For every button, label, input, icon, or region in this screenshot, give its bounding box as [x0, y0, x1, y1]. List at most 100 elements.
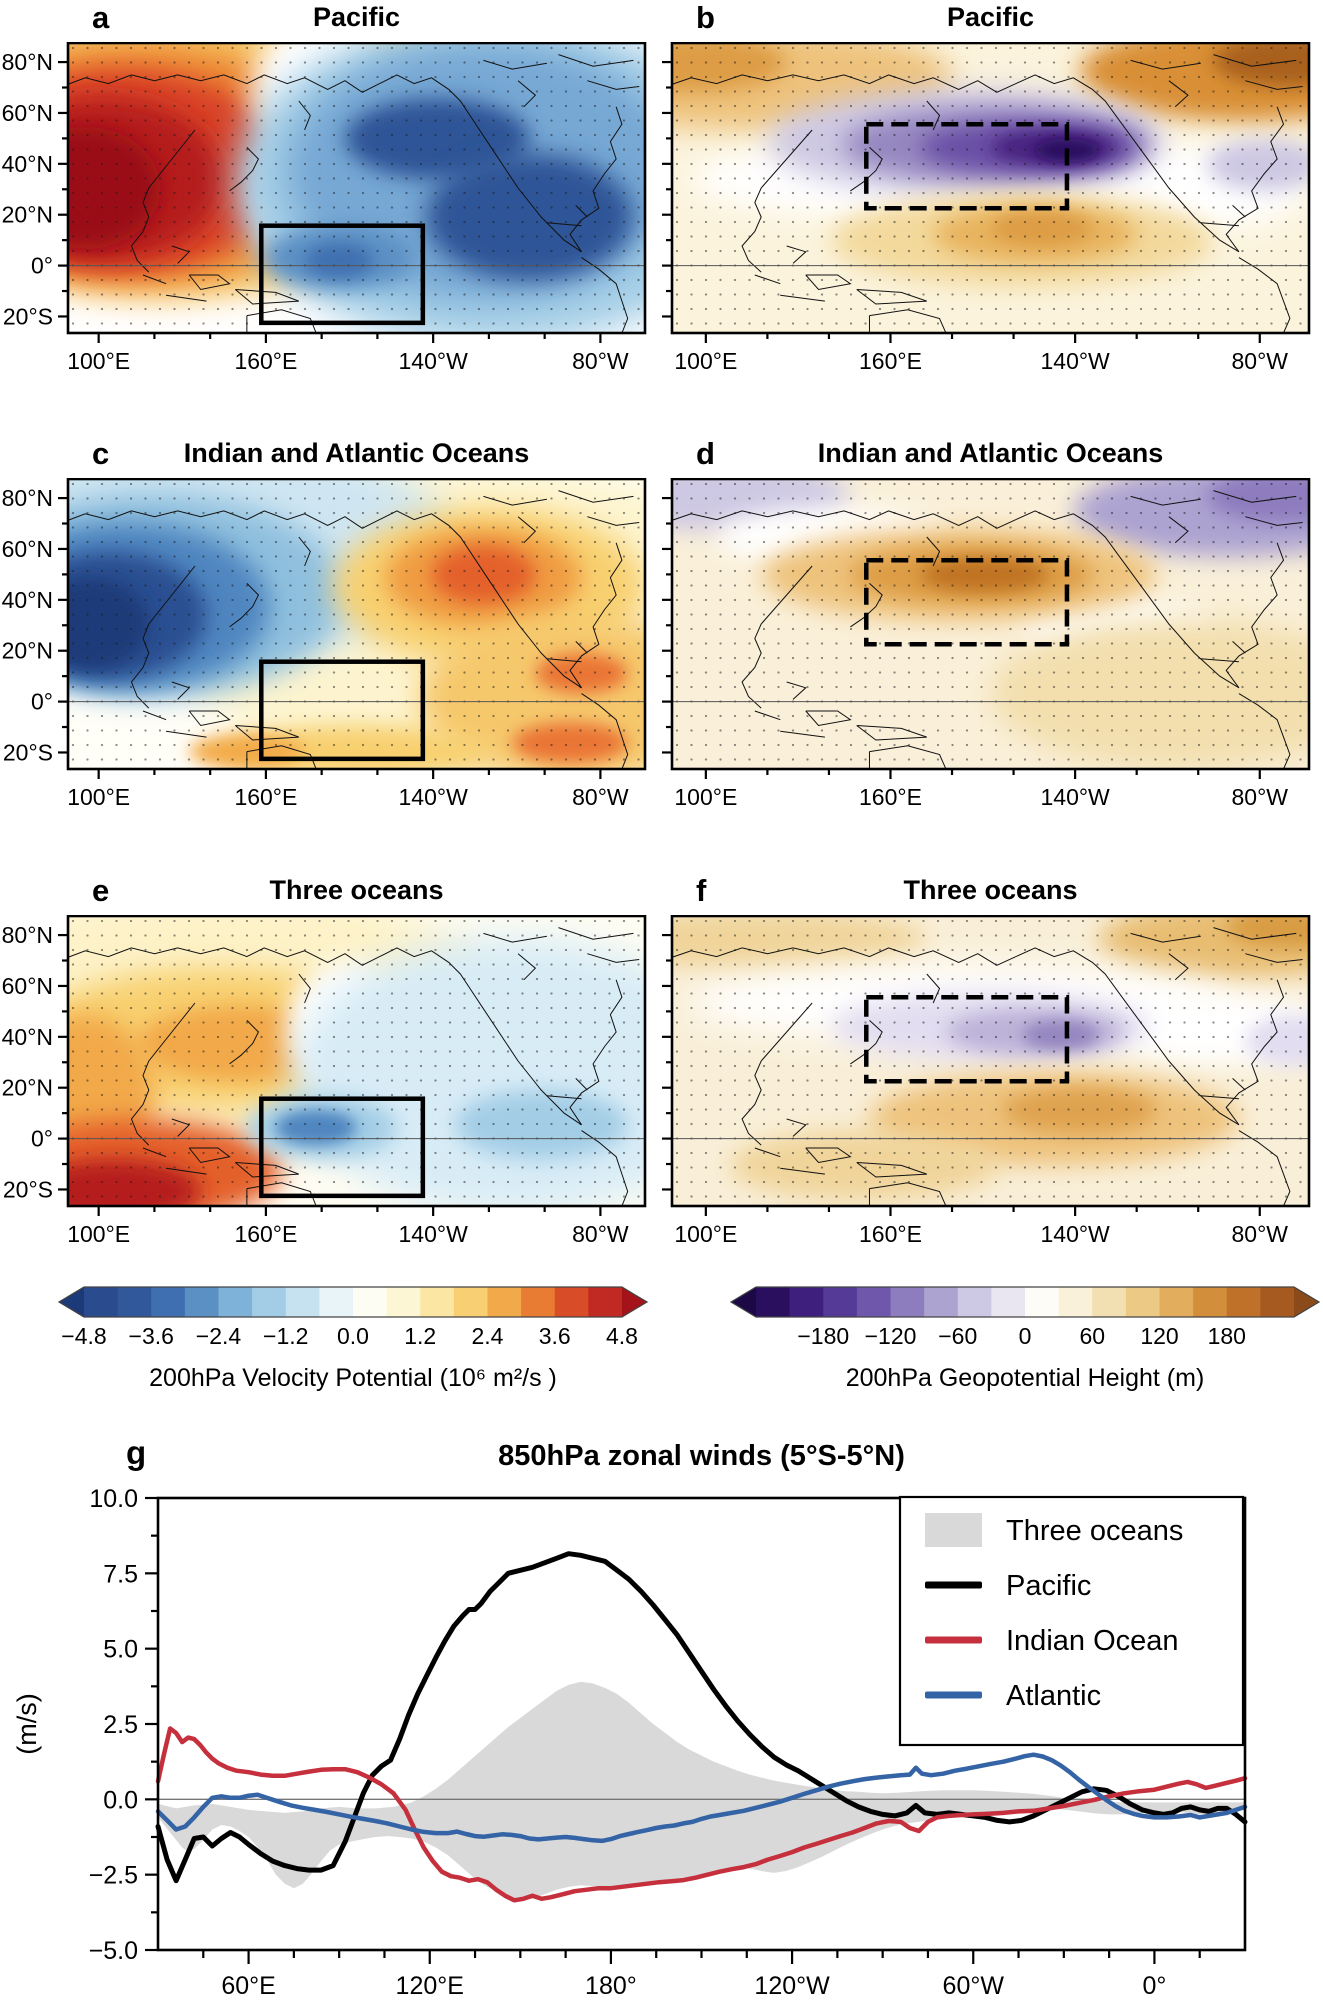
legend-swatch-line: [925, 1636, 982, 1644]
x-tick-label: 60°E: [221, 1972, 275, 2000]
coastlines: [62, 928, 639, 1206]
panel-title: Pacific: [312, 2, 401, 32]
map-panel-b: b Pacific 100°E 160°E 140°W 80°W: [652, 0, 1323, 400]
panel-title-row: f Three oceans: [672, 873, 1309, 911]
y-axis-label: (m/s): [12, 1693, 42, 1754]
lon-tick-label: 80°W: [572, 1221, 629, 1247]
lon-tick-label: 100°E: [674, 784, 737, 810]
legend-swatch-fill: [925, 1513, 982, 1547]
lon-tick-label: 140°W: [399, 784, 469, 810]
lon-tick-label: 160°E: [859, 784, 922, 810]
lon-tick-label: 140°W: [1040, 1221, 1110, 1247]
zonal-winds-panel: g 850hPa zonal winds (5°S-5°N) 10.0 7.5 5.…: [0, 1430, 1323, 2000]
lon-tick-label: 160°E: [859, 1221, 922, 1247]
chart-ticks: [145, 1496, 1201, 1964]
colorbar-caption: 200hPa Velocity Potential (10⁶ m²/s ): [149, 1364, 557, 1392]
lat-tick-label: 0°: [31, 253, 53, 279]
lon-tick-label: 80°W: [1232, 784, 1289, 810]
coastlines: [666, 55, 1303, 333]
map-panel-c: c Indian and Atlantic Oceans 80°N 60°N 40°…: [0, 436, 671, 836]
colorbar-left-arrow: [59, 1287, 84, 1317]
zonal-winds-chart: 10.0 7.5 5.0 2.5 0.0 −2.5 −5.0 60°E 120°E 180° 120…: [12, 1485, 1248, 2000]
lon-tick-label: 160°E: [859, 348, 922, 374]
colorbar-tick-label: −180: [797, 1323, 849, 1349]
panel-title: Three oceans: [269, 875, 444, 905]
colorbar-caption: 200hPa Geopotential Height (m): [845, 1364, 1205, 1392]
legend-swatch-line: [925, 1691, 982, 1699]
y-tick-label: −5.0: [89, 1937, 138, 1965]
panel-letter: a: [92, 0, 110, 35]
colorbar-segments: [84, 1287, 623, 1317]
anomaly-field: [666, 43, 1309, 333]
series-indian-ocean: [155, 1726, 1248, 1903]
lon-tick-label: 100°E: [67, 348, 130, 374]
colorbar-left-arrow: [731, 1287, 756, 1317]
lon-tick-label: 100°E: [67, 1221, 130, 1247]
panel-title-row: b Pacific: [672, 0, 1309, 38]
lat-tick-label: 0°: [31, 689, 53, 715]
panel-title-row: d Indian and Atlantic Oceans: [672, 436, 1309, 474]
coastlines: [62, 491, 639, 769]
panel-letter: c: [92, 436, 110, 471]
lon-tick-label: 140°W: [1040, 348, 1110, 374]
colorbar-tick-label: −120: [865, 1323, 917, 1349]
map-velocity-potential-pacific: 80°N 60°N 40°N 20°N 0° 20°S 100°E 160°E 140°W 80°…: [2, 42, 647, 374]
legend-label: Indian Ocean: [1006, 1625, 1179, 1657]
colorbar-tick-label: 3.6: [539, 1323, 571, 1349]
x-tick-label: 0°: [1142, 1972, 1166, 2000]
colorbar-tick-label: −3.6: [129, 1323, 174, 1349]
lon-tick-label: 100°E: [67, 784, 130, 810]
stippling-dots: [68, 916, 645, 1206]
anomaly-field: [68, 43, 645, 333]
colorbar-geopotential-height: −180 −120 −60 0 60 120 180 200hPa Geopotential…: [729, 1286, 1321, 1416]
panel-title: Three oceans: [903, 875, 1078, 905]
map-frame: [670, 478, 1311, 771]
anomaly-field: [672, 479, 1309, 769]
lon-tick-label: 80°W: [1232, 348, 1289, 374]
y-tick-label: −2.5: [89, 1862, 138, 1890]
lat-tick-label: 20°N: [2, 638, 53, 664]
solid-region-box: [259, 659, 426, 762]
map-area-b: 100°E 160°E 140°W 80°W: [662, 42, 1311, 374]
colorbar-right-arrow: [1294, 1287, 1319, 1317]
legend-label: Atlantic: [1006, 1680, 1101, 1712]
series-pacific: [155, 1551, 1248, 1884]
lon-tick-label: 160°E: [234, 1221, 297, 1247]
map-frame: [66, 42, 647, 335]
coastlines: [666, 928, 1303, 1206]
map-panel-a: a Pacific 80°N 60°N 40°N 20°N 0° 20°S 100°E 160…: [0, 0, 671, 400]
lat-tick-label: 60°N: [2, 100, 53, 126]
map-area-e: 80°N 60°N 40°N 20°N 0° 20°S 100°E 160°E 140°W 80°…: [2, 915, 647, 1247]
panel-letter: g: [126, 1434, 147, 1471]
lat-tick-label: 0°: [31, 1126, 53, 1152]
map-panel-f: f Three oceans 100°E 160°E 140°W 80°W: [652, 873, 1323, 1273]
lat-tick-label: 80°N: [2, 485, 53, 511]
panel-letter: e: [92, 873, 110, 908]
map-panel-e: e Three oceans 80°N 60°N 40°N 20°N 0° 20°S 100…: [0, 873, 671, 1273]
map-area-a: 80°N 60°N 40°N 20°N 0° 20°S 100°E 160°E 140°W 80°…: [2, 42, 647, 374]
map-area-d: 100°E 160°E 140°W 80°W: [662, 478, 1311, 810]
colorbar-tick-label: 1.2: [404, 1323, 436, 1349]
colorbar-right-arrow: [622, 1287, 647, 1317]
dashed-region-box: [864, 557, 1070, 647]
legend-swatch-line: [925, 1581, 982, 1589]
solid-region-box: [259, 1096, 426, 1199]
lat-tick-label: 20°N: [2, 202, 53, 228]
panel-letter: f: [696, 873, 707, 908]
axis-ticks: [662, 496, 1261, 779]
panel-title-row: a Pacific: [68, 0, 645, 38]
colorbar-tick-label: −4.8: [61, 1323, 106, 1349]
colorbar-tick-label: 180: [1208, 1323, 1246, 1349]
lat-tick-label: 20°S: [3, 739, 53, 765]
colorbar-geopotential-height-svg: −180 −120 −60 0 60 120 180: [729, 1286, 1321, 1349]
y-tick-label: 10.0: [89, 1485, 138, 1513]
map-panel-d: d Indian and Atlantic Oceans 100°E 160°E 1…: [652, 436, 1323, 836]
colorbar-tick-label: −2.4: [196, 1323, 242, 1349]
lat-tick-label: 20°S: [3, 1176, 53, 1202]
colorbar-velocity-potential: −4.8 −3.6 −2.4 −1.2 0.0 1.2 2.4 3.6 4.8 200hPa V…: [57, 1286, 649, 1416]
series-atlantic: [155, 1752, 1248, 1844]
anomaly-field: [62, 916, 645, 1206]
legend: Three oceans Pacific Indian Ocean Atlantic: [898, 1495, 1245, 1747]
map-velocity-potential-indian-atlantic: 80°N 60°N 40°N 20°N 0° 20°S 100°E 160°E 140°W 80°…: [2, 478, 647, 810]
colorbar-tick-label: 60: [1079, 1323, 1105, 1349]
